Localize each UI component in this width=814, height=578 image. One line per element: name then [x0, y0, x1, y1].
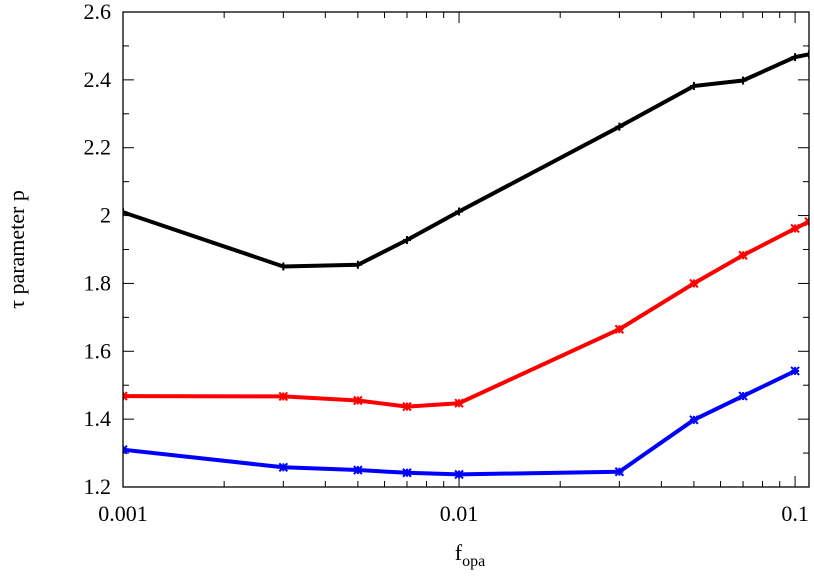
y-axis-title: τ parameter p	[4, 190, 29, 309]
data-point	[791, 53, 800, 62]
data-point	[123, 208, 127, 217]
y-tick-label: 2	[100, 203, 111, 228]
data-point	[689, 81, 698, 90]
series-line	[123, 52, 809, 269]
data-point	[804, 216, 809, 227]
data-point	[402, 468, 412, 478]
data-point	[123, 444, 128, 455]
data-point	[805, 50, 809, 59]
data-point	[689, 278, 699, 289]
x-axis-title-subscript: opa	[462, 553, 485, 570]
data-point	[279, 262, 288, 271]
plot-frame	[122, 11, 810, 488]
series-1	[123, 50, 809, 271]
y-tick-label: 1.6	[84, 338, 112, 363]
data-point	[123, 391, 128, 401]
data-point	[402, 236, 411, 244]
x-tick-label: 0.01	[440, 501, 479, 526]
data-point	[455, 207, 464, 216]
series-line	[123, 219, 809, 409]
data-point	[614, 467, 625, 477]
data-point	[353, 395, 363, 406]
data-point	[278, 462, 289, 473]
data-point	[738, 250, 748, 260]
data-point	[790, 366, 800, 376]
series-2	[123, 216, 809, 412]
data-point	[614, 324, 625, 334]
y-tick-label: 2.6	[84, 0, 112, 24]
data-point	[790, 223, 800, 234]
data-point	[278, 391, 289, 402]
x-tick-label: 0.001	[98, 501, 148, 526]
data-point	[738, 391, 748, 401]
data-point	[454, 398, 464, 408]
x-axis-title: fopa	[455, 540, 485, 570]
x-axis-title-main: f	[455, 540, 463, 565]
series	[123, 50, 809, 480]
series-3	[123, 366, 800, 480]
data-point	[454, 469, 464, 480]
data-point	[615, 122, 624, 131]
ticks: 1.2 1.4 1.6 1.8 2 2.2 2.4 2.6 0.001 0.01 0.1	[84, 0, 809, 526]
data-point	[689, 415, 699, 425]
x-tick-label: 0.1	[781, 501, 809, 526]
y-tick-label: 1.8	[84, 270, 112, 295]
y-tick-label: 1.2	[84, 474, 112, 499]
data-point	[402, 401, 412, 412]
data-point	[739, 76, 748, 85]
data-point	[353, 465, 363, 475]
y-tick-label: 2.2	[84, 135, 112, 160]
data-point	[353, 260, 362, 269]
y-tick-label: 1.4	[84, 406, 112, 431]
y-tick-label: 2.4	[84, 67, 112, 92]
